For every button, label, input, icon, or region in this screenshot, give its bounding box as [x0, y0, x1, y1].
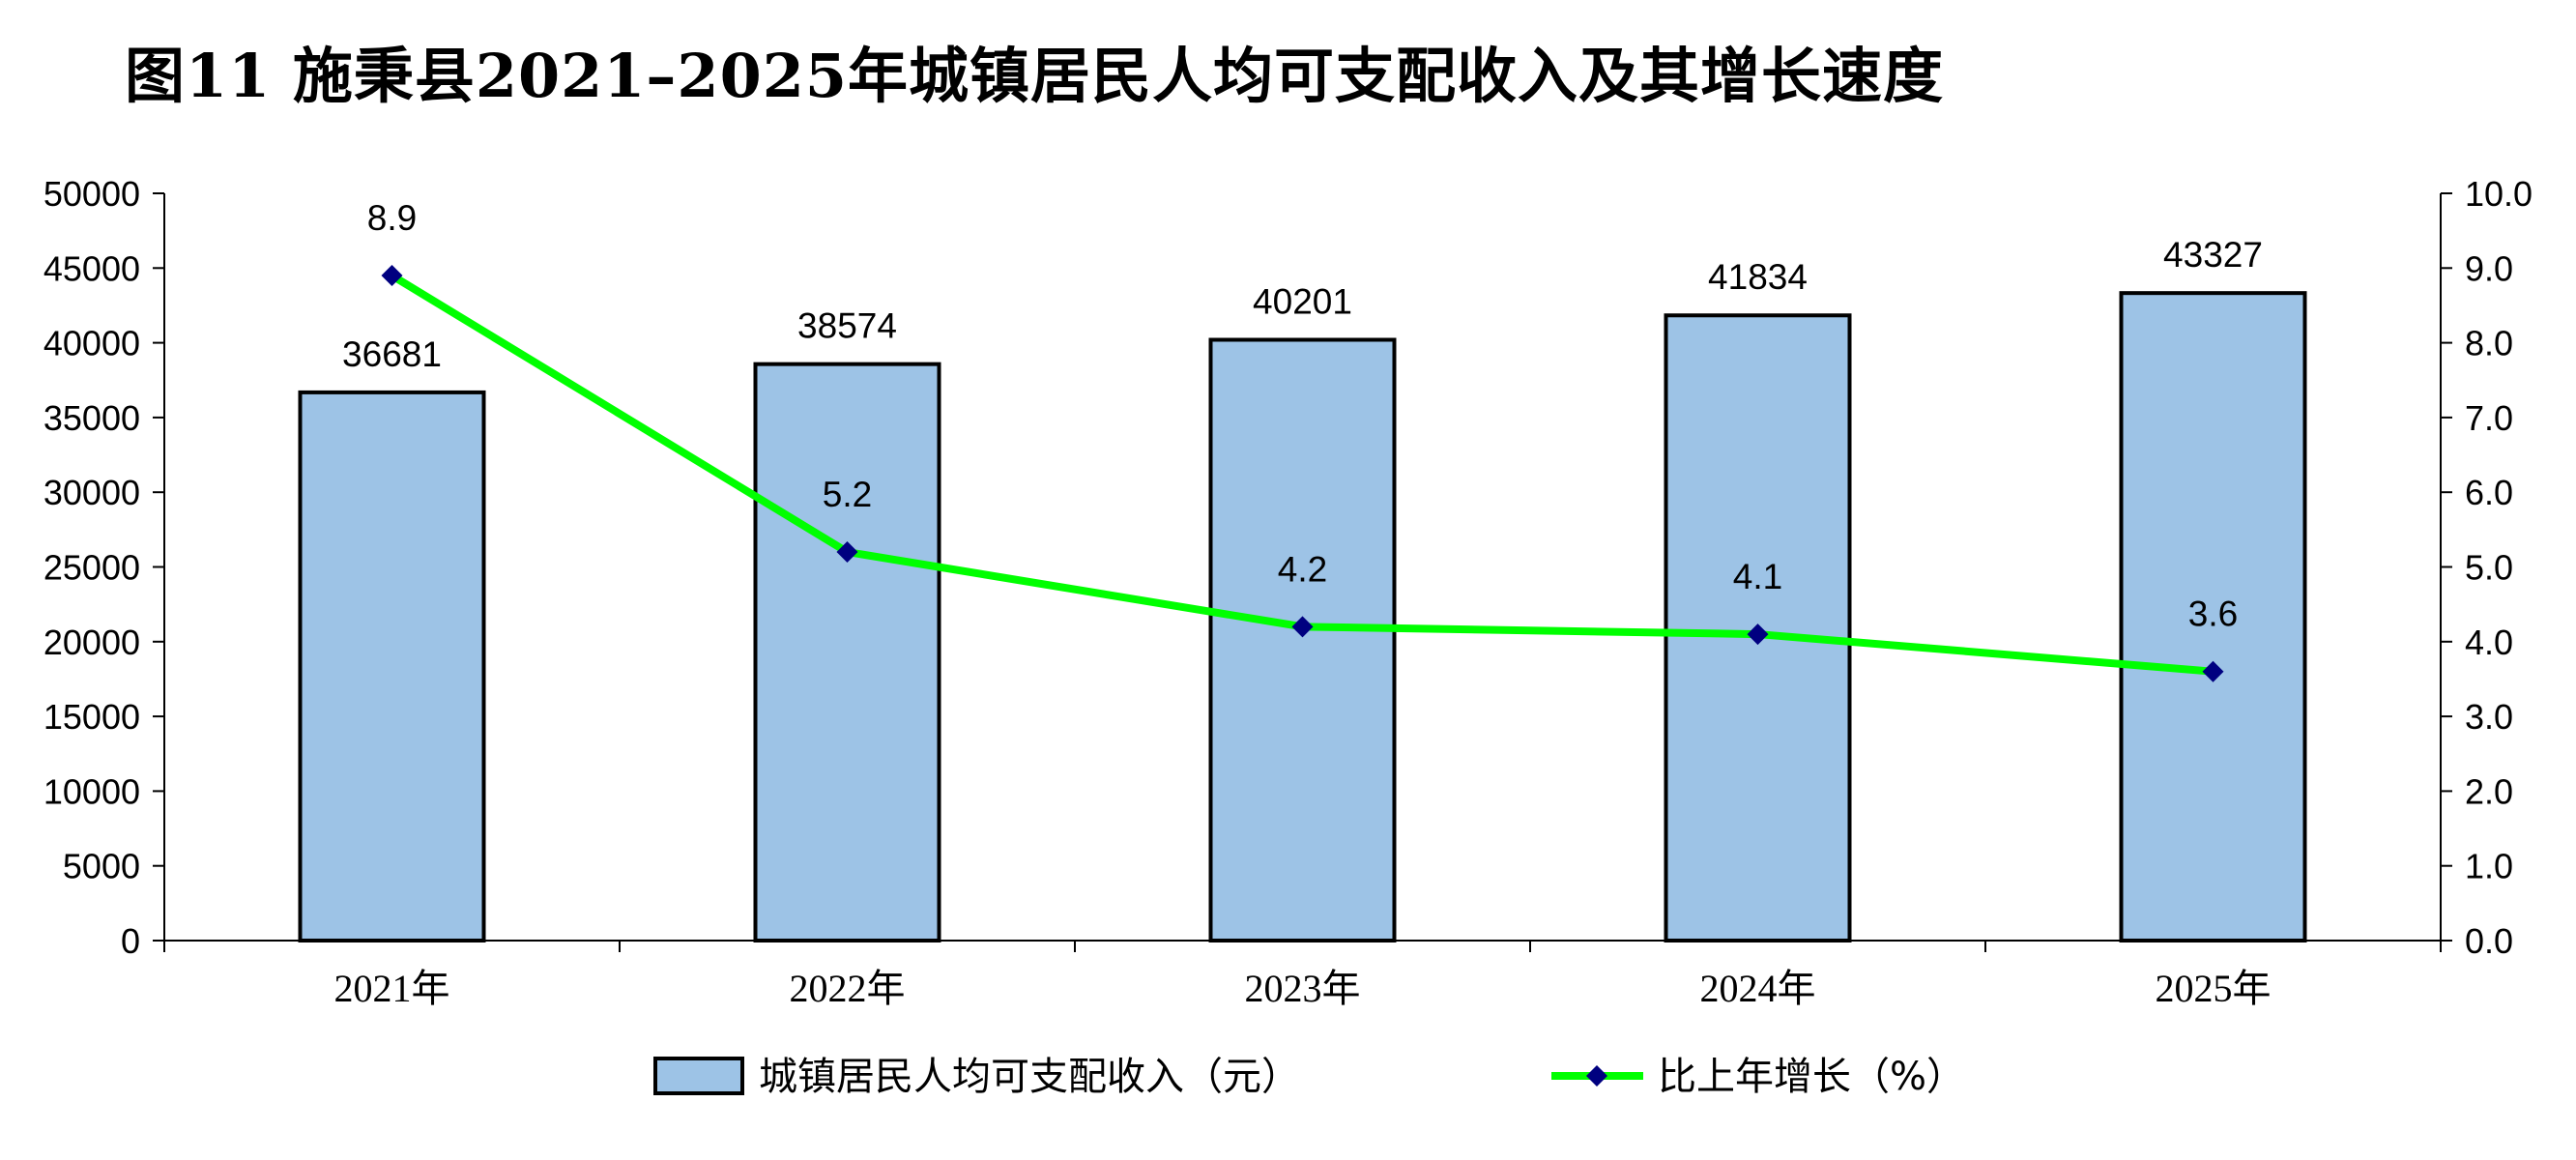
y-right-tick-label: 10.0	[2465, 174, 2533, 214]
y-right-tick-label: 3.0	[2465, 697, 2513, 737]
y-left-tick-label: 20000	[43, 623, 140, 662]
data-labels: 36681 38574 40201 41834 43327 8.9 5.2 4.2 4.1 3.6	[342, 198, 2263, 634]
y-left-tick-label: 5000	[63, 847, 140, 886]
y-right-tick-label: 4.0	[2465, 623, 2513, 662]
line-data-label: 3.6	[2188, 594, 2238, 634]
bar	[2119, 291, 2307, 943]
y-left-tick-label: 35000	[43, 398, 140, 438]
bar	[1208, 337, 1397, 942]
line-data-label: 4.2	[1278, 549, 1327, 589]
y-right-tick-label: 2.0	[2465, 771, 2513, 811]
legend-bar-swatch	[653, 1057, 744, 1095]
x-tick-label: 2024年	[1700, 967, 1816, 1010]
line-data-label: 8.9	[367, 198, 417, 238]
line-data-label: 5.2	[823, 475, 872, 514]
y-left-tick-label: 45000	[43, 248, 140, 288]
chart-title: 图11 施秉县2021–2025年城镇居民人均可支配收入及其增长速度	[125, 41, 1944, 111]
legend-bar-label: 城镇居民人均可支配收入（元）	[759, 1055, 1300, 1099]
axes: 0 5000 10000 15000 20000 25000 30000 35000 40000…	[43, 174, 2533, 1010]
line-marker	[2202, 660, 2224, 682]
line-marker	[1291, 616, 1314, 638]
bar-data-label: 43327	[2163, 235, 2263, 275]
y-right-tick-label: 7.0	[2465, 398, 2513, 438]
y-left-tick-label: 40000	[43, 324, 140, 363]
bar	[298, 390, 486, 942]
bar-data-label: 41834	[1708, 257, 1808, 297]
y-right-tick-label: 1.0	[2465, 847, 2513, 886]
y-left-tick-label: 0	[121, 921, 140, 961]
y-right-tick-label: 5.0	[2465, 548, 2513, 588]
line-marker	[1747, 624, 1769, 646]
legend: 城镇居民人均可支配收入（元） 比上年增长（%）	[653, 1055, 1965, 1099]
legend-line-marker	[1586, 1065, 1607, 1087]
y-left-tick-label: 15000	[43, 697, 140, 737]
bar-data-label: 36681	[342, 334, 442, 374]
y-right-tick-label: 0.0	[2465, 921, 2513, 961]
bar-series	[298, 291, 2307, 943]
x-tick-label: 2021年	[334, 967, 450, 1010]
bar-data-label: 38574	[797, 306, 897, 346]
y-left-tick-label: 10000	[43, 771, 140, 811]
line-marker	[381, 265, 403, 287]
x-tick-label: 2025年	[2156, 967, 2272, 1010]
line-series	[381, 265, 2224, 682]
y-left-tick-label: 50000	[43, 174, 140, 214]
line-marker	[836, 541, 858, 564]
x-tick-label: 2023年	[1245, 967, 1361, 1010]
line-data-label: 4.1	[1733, 557, 1782, 596]
legend-line-label: 比上年增长（%）	[1658, 1055, 1965, 1099]
y-right-tick-label: 6.0	[2465, 473, 2513, 512]
y-right-tick-label: 8.0	[2465, 324, 2513, 363]
bar-data-label: 40201	[1253, 281, 1352, 321]
y-left-tick-label: 30000	[43, 473, 140, 512]
y-right-tick-label: 9.0	[2465, 248, 2513, 288]
y-left-tick-label: 25000	[43, 548, 140, 588]
x-tick-label: 2022年	[790, 967, 906, 1010]
bar	[753, 362, 941, 943]
